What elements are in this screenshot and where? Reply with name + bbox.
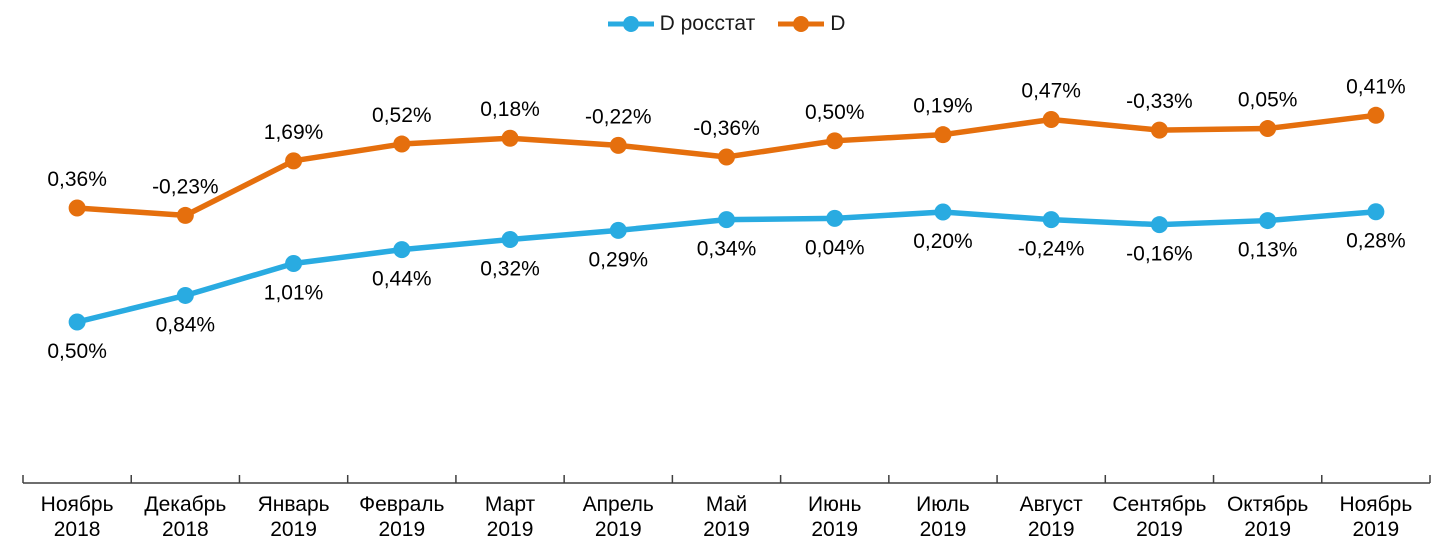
data-label-d: -0,23% [152, 175, 219, 198]
data-point-d [176, 206, 194, 224]
x-axis-label: Июнь 2019 [808, 493, 861, 541]
data-point-d-rosstat [68, 313, 86, 331]
data-label-d: 0,18% [480, 98, 540, 121]
data-point-d [609, 136, 627, 154]
x-axis-label: Ноябрь 2019 [1339, 493, 1412, 541]
legend-label-d: D [830, 12, 846, 35]
data-point-d-rosstat [718, 211, 735, 229]
data-label-d-rosstat: 0,28% [1346, 230, 1406, 253]
data-point-d [1367, 106, 1385, 124]
data-label-d: 0,50% [805, 101, 865, 124]
legend-item-d: D [777, 12, 845, 36]
data-point-d [68, 199, 86, 217]
data-label-d: 0,41% [1346, 75, 1406, 98]
data-label-d-rosstat: 1,01% [264, 282, 324, 305]
legend-line-marker-icon [607, 16, 654, 32]
legend: D росстат D [0, 12, 1452, 36]
data-label-d-rosstat: 0,20% [913, 230, 973, 253]
data-label-d: 0,19% [913, 95, 973, 118]
data-label-d: 0,52% [372, 104, 432, 127]
x-axis-label: Февраль 2019 [359, 493, 444, 541]
legend-line-marker-icon [778, 16, 825, 32]
data-label-d-rosstat: 0,32% [480, 258, 540, 281]
data-label-d-rosstat: -0,24% [1018, 238, 1085, 261]
data-point-d-rosstat [1042, 211, 1060, 229]
data-point-d [1150, 121, 1168, 139]
data-point-d-rosstat [176, 286, 194, 304]
legend-label-d-rosstat: D росстат [659, 12, 756, 35]
x-axis-label: Апрель 2019 [583, 493, 654, 541]
data-label-d-rosstat: 0,50% [47, 340, 107, 363]
data-label-d-rosstat: 0,34% [697, 238, 757, 261]
data-point-d-rosstat [1150, 216, 1168, 234]
x-axis-label: Сентябрь 2019 [1112, 493, 1206, 541]
data-point-d [1042, 110, 1060, 128]
data-point-d [1259, 120, 1277, 138]
x-axis-label: Март 2019 [485, 493, 536, 541]
data-label-d: 0,36% [47, 168, 107, 191]
data-label-d-rosstat: 0,44% [372, 268, 432, 291]
data-point-d [718, 148, 735, 166]
series-line-d-rosstat [74, 208, 1379, 325]
x-axis-label: Ноябрь 2018 [41, 493, 114, 541]
data-label-d: 0,47% [1021, 79, 1081, 102]
x-axis-label: Октябрь 2019 [1227, 493, 1308, 541]
data-point-d-rosstat [1367, 203, 1385, 221]
data-label-d-rosstat: 0,29% [588, 248, 648, 271]
x-axis-label: Декабрь 2018 [144, 493, 226, 541]
data-point-d-rosstat [393, 241, 411, 259]
data-label-d-rosstat: 0,04% [805, 236, 865, 259]
x-axis-label: Май 2019 [703, 493, 750, 541]
x-axis-label: Июль 2019 [916, 493, 970, 541]
data-point-d-rosstat [285, 255, 303, 273]
data-point-d [285, 152, 303, 170]
x-axis-label: Август 2019 [1020, 493, 1084, 541]
data-label-d: -0,36% [693, 117, 760, 140]
data-point-d [934, 126, 952, 144]
legend-item-d-rosstat: D росстат [607, 12, 756, 36]
data-point-d [826, 132, 844, 150]
data-label-d-rosstat: 0,13% [1238, 239, 1298, 262]
data-point-d-rosstat [934, 203, 952, 221]
data-label-d-rosstat: 0,84% [156, 313, 216, 336]
data-point-d-rosstat [1259, 212, 1277, 230]
data-label-d: -0,33% [1126, 90, 1193, 113]
data-label-d-rosstat: -0,16% [1126, 243, 1193, 266]
data-point-d-rosstat [609, 221, 627, 239]
data-point-d [501, 129, 519, 147]
data-point-d-rosstat [826, 209, 844, 227]
data-label-d: -0,22% [585, 105, 652, 128]
data-label-d: 0,05% [1238, 89, 1298, 112]
data-point-d [393, 135, 411, 153]
x-axis-label: Январь 2019 [258, 493, 330, 541]
data-point-d-rosstat [501, 231, 519, 249]
data-label-d: 1,69% [264, 121, 324, 144]
